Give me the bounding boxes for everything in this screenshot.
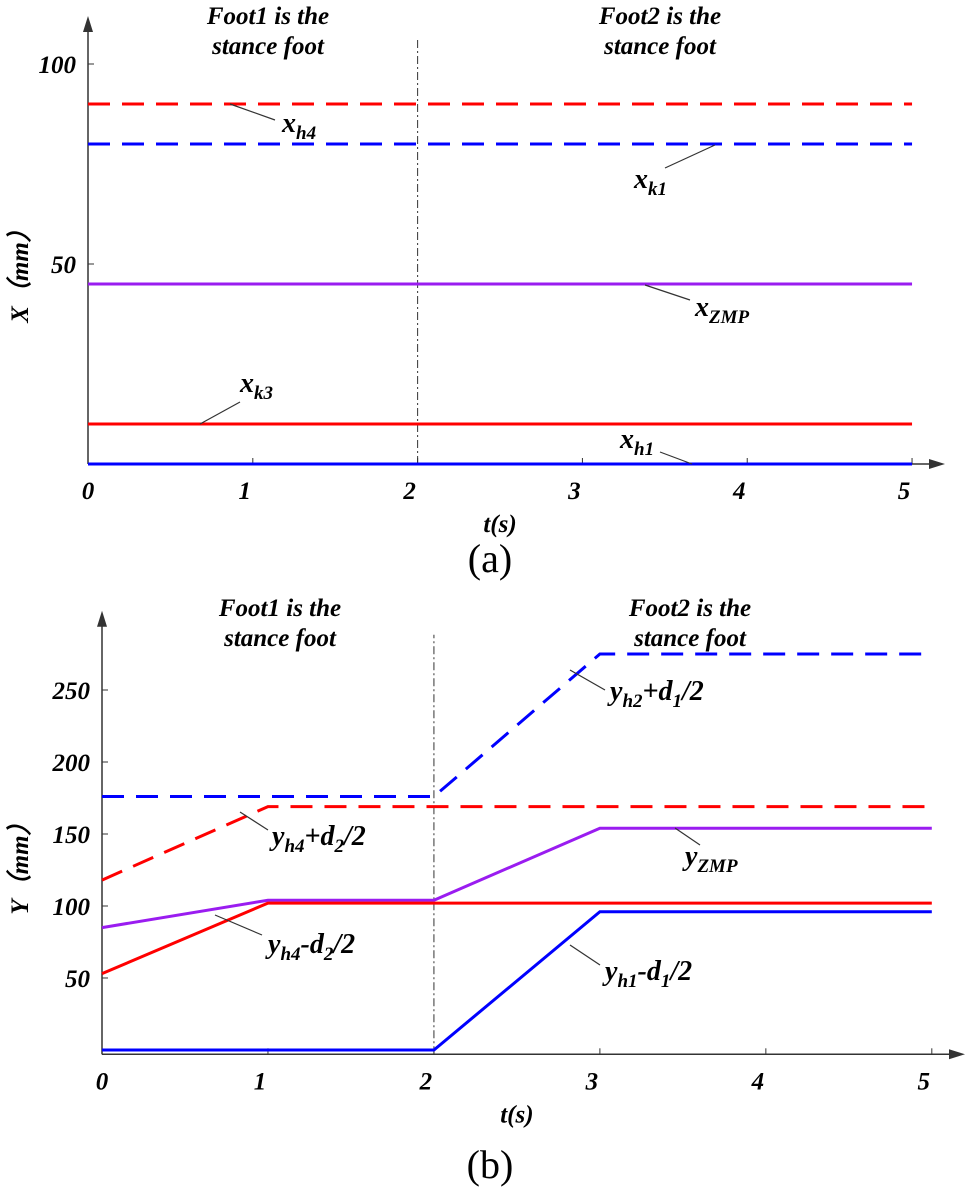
- label-subscript: k3: [254, 383, 273, 404]
- chart: 0 1 2 3 4 5 50 100 150 200 250 t(s) Y（mm） (b) Foot1 is…: [6, 595, 965, 1187]
- label-text: y: [265, 929, 281, 960]
- y-axis-label: X（mm）: [6, 217, 34, 324]
- x-tick-label: 1: [239, 478, 252, 505]
- y-axis-label: Y（mm）: [6, 810, 34, 914]
- label-subscript: 1: [672, 691, 682, 712]
- label-text: /2: [680, 676, 704, 707]
- series-line: [102, 910, 932, 1052]
- series-label: yZMP: [682, 841, 738, 877]
- label-subscript: 1: [661, 971, 671, 992]
- x-tick-label: 2: [402, 478, 416, 505]
- label-text: -d: [638, 956, 662, 987]
- label-subscript: h4: [296, 123, 316, 144]
- leader-line: [644, 284, 691, 301]
- leader-line: [664, 144, 716, 169]
- y-tick-label: 100: [53, 894, 91, 921]
- label-subscript: ZMP: [696, 856, 738, 877]
- annotation: stance foot: [211, 33, 325, 60]
- y-axis-arrow: [97, 610, 107, 627]
- annotation: Foot2 is the: [628, 595, 751, 622]
- label-text: y: [602, 956, 618, 987]
- x-tick-label: 5: [898, 478, 911, 505]
- x-tick-label: 4: [751, 1068, 765, 1095]
- series-label: yh2+d1/2: [607, 676, 704, 712]
- x-tick-label: 1: [254, 1068, 267, 1095]
- label-text: /2: [331, 929, 355, 960]
- label-text: x: [619, 424, 634, 455]
- annotation: Foot2 is the: [598, 3, 721, 30]
- series-line: [101, 901, 932, 976]
- label-subscript: 2: [323, 944, 334, 965]
- label-text: +d: [305, 821, 336, 852]
- leader-line: [214, 914, 263, 936]
- leader-line: [239, 811, 269, 831]
- label-subscript: 2: [333, 836, 344, 857]
- label-subscript: h2: [622, 691, 643, 712]
- caption: (a): [468, 536, 512, 581]
- leader-line: [569, 669, 606, 691]
- annotation: stance foot: [633, 625, 747, 652]
- x-axis-arrow: [949, 1049, 965, 1060]
- annotation: stance foot: [223, 625, 337, 652]
- annotation: stance foot: [603, 33, 717, 60]
- series-line: [101, 826, 932, 930]
- chart: 0 1 2 3 4 5 50 100 t(s) X（mm） (a) Foot1 is the stanc…: [6, 3, 945, 581]
- label-text: +d: [643, 676, 674, 707]
- leader-line: [229, 103, 276, 121]
- x-tick-label: 0: [82, 478, 95, 505]
- label-subscript: h1: [617, 971, 637, 992]
- caption: (b): [467, 1142, 514, 1187]
- x-tick-label: 2: [419, 1068, 433, 1095]
- leader-line: [674, 827, 701, 846]
- series-label: yh1-d1/2: [602, 956, 692, 992]
- label-subscript: k1: [648, 179, 667, 200]
- annotation: Foot1 is the: [218, 595, 341, 622]
- series-label: yh4-d2/2: [265, 929, 355, 965]
- x-tick-label: 0: [96, 1068, 109, 1095]
- series-label: xh1: [619, 424, 654, 460]
- leader-line: [659, 451, 693, 465]
- y-tick-label: 50: [65, 966, 91, 993]
- series-label: xk3: [239, 368, 273, 404]
- annotation: Foot1 is the: [206, 3, 329, 30]
- label-text: -d: [301, 929, 325, 960]
- label-subscript: h4: [284, 836, 304, 857]
- label-text: y: [682, 841, 698, 872]
- label-text: x: [694, 292, 709, 323]
- label-subscript: ZMP: [708, 307, 750, 328]
- label-text: x: [281, 108, 296, 139]
- y-tick-label: 150: [53, 822, 91, 849]
- y-tick-label: 100: [39, 52, 77, 79]
- label-text: x: [633, 164, 648, 195]
- x-tick-label: 3: [567, 478, 581, 505]
- series-label: xh4: [281, 108, 316, 144]
- x-axis-label: t(s): [500, 1101, 533, 1128]
- x-axis-label: t(s): [483, 511, 516, 538]
- leader-line: [199, 401, 241, 425]
- label-subscript: h4: [280, 944, 300, 965]
- label-text: y: [269, 821, 285, 852]
- label-subscript: h1: [634, 439, 654, 460]
- x-tick-label: 4: [732, 478, 746, 505]
- x-tick-label: 5: [918, 1068, 931, 1095]
- label-text: /2: [668, 956, 692, 987]
- y-tick-label: 250: [52, 678, 91, 705]
- leader-line: [569, 944, 601, 966]
- y-tick-label: 200: [52, 750, 91, 777]
- y-tick-label: 50: [51, 252, 77, 279]
- x-axis-arrow: [929, 459, 945, 469]
- series-line: [102, 652, 932, 799]
- x-tick-label: 3: [585, 1068, 599, 1095]
- label-text: x: [239, 368, 254, 399]
- series-label: xk1: [633, 164, 667, 200]
- label-text: y: [607, 676, 623, 707]
- label-text: /2: [342, 821, 366, 852]
- y-axis-arrow: [83, 16, 93, 32]
- series-label: yh4+d2/2: [269, 821, 366, 857]
- series-label: xZMP: [694, 292, 750, 328]
- series-line: [101, 805, 932, 882]
